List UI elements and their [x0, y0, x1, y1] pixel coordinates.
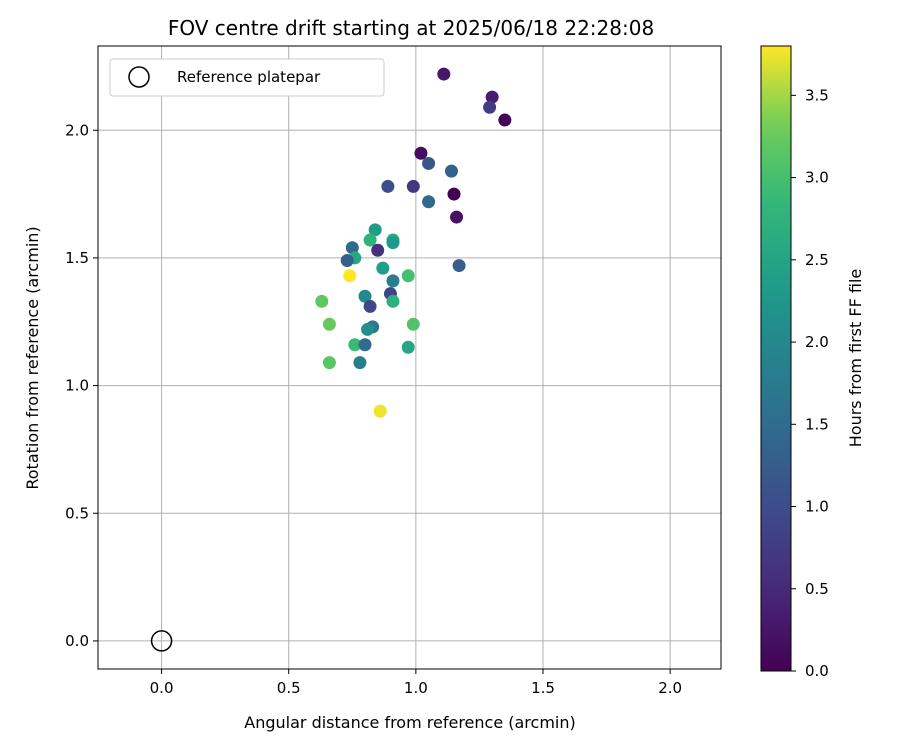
y-tick-label: 2.0 — [65, 121, 89, 139]
y-axis-label: Rotation from reference (arcmin) — [23, 226, 42, 489]
colorbar-tick-label: 0.5 — [805, 580, 829, 598]
x-tick-label: 0.5 — [277, 679, 301, 697]
colorbar-ticks: 0.0 0.5 1.0 1.5 2.0 2.5 3.0 3.5 — [791, 86, 829, 680]
legend-box — [109, 58, 385, 97]
data-point — [381, 179, 395, 193]
data-point — [376, 261, 390, 275]
data-point — [444, 164, 458, 178]
colorbar-label: Hours from first FF file — [846, 269, 865, 448]
data-point — [483, 100, 497, 114]
data-point — [353, 356, 367, 370]
data-points — [315, 67, 512, 418]
data-point — [406, 179, 420, 193]
data-point — [386, 236, 400, 250]
colorbar-tick-label: 2.0 — [805, 333, 829, 351]
y-tick-label: 0.0 — [65, 632, 89, 650]
x-axis-ticks: 0.0 0.5 1.0 1.5 2.0 — [150, 669, 682, 697]
y-axis-ticks: 0.0 0.5 1.0 1.5 2.0 — [65, 121, 98, 650]
data-point — [363, 233, 377, 247]
data-point — [363, 299, 377, 313]
data-point — [315, 294, 329, 308]
colorbar-tick-label: 1.5 — [805, 415, 829, 433]
data-point — [422, 156, 436, 170]
chart-title: FOV centre drift starting at 2025/06/18 … — [168, 16, 654, 40]
y-tick-label: 1.0 — [65, 377, 89, 395]
data-point — [343, 269, 357, 283]
legend-label: Reference platepar — [177, 68, 321, 86]
y-tick-label: 0.5 — [65, 504, 89, 522]
data-point — [401, 340, 415, 354]
data-point — [358, 338, 372, 352]
x-tick-label: 1.5 — [531, 679, 555, 697]
data-point — [414, 146, 428, 160]
y-tick-label: 1.5 — [65, 249, 89, 267]
plot-frame — [97, 45, 722, 670]
colorbar-tick-label: 0.0 — [805, 662, 829, 680]
data-point — [340, 253, 354, 267]
x-tick-label: 1.0 — [404, 679, 428, 697]
data-point — [422, 195, 436, 209]
colorbar — [760, 45, 792, 672]
colorbar-tick-label: 3.5 — [805, 86, 829, 104]
data-point — [361, 322, 375, 336]
legend: Reference platepar — [109, 58, 385, 97]
data-point — [437, 67, 451, 81]
data-point — [447, 187, 461, 201]
data-point — [345, 241, 359, 255]
data-point — [348, 338, 362, 352]
data-point — [322, 317, 336, 331]
colorbar-tick-label: 3.0 — [805, 169, 829, 187]
data-point — [406, 317, 420, 331]
data-point — [401, 269, 415, 283]
colorbar-tick-label: 2.5 — [805, 251, 829, 269]
data-point — [485, 90, 499, 104]
data-point — [358, 289, 372, 303]
data-point — [386, 274, 400, 288]
x-tick-label: 2.0 — [658, 679, 682, 697]
colorbar-tick-label: 1.0 — [805, 498, 829, 516]
data-point — [452, 259, 466, 273]
data-point — [371, 243, 385, 257]
data-point — [373, 404, 387, 418]
data-point — [322, 356, 336, 370]
legend-marker-icon — [128, 66, 150, 88]
x-tick-label: 0.0 — [150, 679, 174, 697]
data-point — [498, 113, 512, 127]
data-point — [450, 210, 464, 224]
data-point — [386, 294, 400, 308]
reference-point-marker — [150, 630, 173, 652]
data-point — [368, 223, 382, 237]
x-axis-label: Angular distance from reference (arcmin) — [244, 713, 575, 732]
grid-lines — [98, 46, 721, 669]
